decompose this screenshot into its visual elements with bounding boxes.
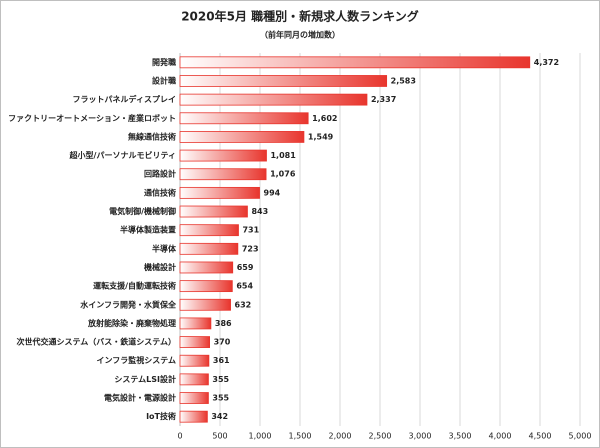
value-label: 1,602: [312, 114, 337, 123]
value-label: 386: [215, 319, 232, 328]
bar: [179, 392, 209, 404]
x-tick-label: 0: [177, 432, 182, 441]
bar: [179, 280, 233, 293]
value-label: 370: [214, 338, 231, 347]
value-label: 731: [242, 226, 259, 235]
bar: [179, 186, 260, 199]
x-tick-label: 3,000: [409, 432, 432, 441]
x-tick-label: 3,500: [449, 432, 472, 441]
y-tick-label: 電気制御/機械制御: [109, 206, 176, 216]
bar: [179, 131, 305, 143]
y-tick-label: ファクトリーオートメーション・産業ロボット: [8, 113, 176, 123]
y-tick-label: 回路設計: [144, 169, 176, 179]
bar: [179, 317, 212, 330]
value-label: 2,337: [371, 95, 396, 104]
bar: [179, 112, 309, 125]
value-label: 654: [236, 282, 253, 291]
bar: [179, 336, 211, 348]
bar: [179, 56, 531, 69]
bar: [179, 410, 208, 423]
y-tick-label: 通信技術: [144, 187, 176, 197]
y-tick-label: インフラ監視システム: [96, 355, 176, 365]
value-label: 2,583: [391, 76, 416, 85]
y-tick-label: 半導体製造装置: [120, 225, 176, 235]
y-tick-label: 電気設計・電源設計: [104, 393, 176, 403]
value-label: 843: [251, 207, 268, 216]
value-label: 355: [212, 394, 229, 403]
value-label: 723: [242, 244, 259, 253]
y-tick-label: 機械設計: [144, 262, 176, 272]
y-tick-label: フラットパネルディスプレイ: [73, 94, 176, 104]
x-tick-label: 4,500: [529, 432, 552, 441]
value-label: 355: [212, 375, 229, 384]
y-tick-label: 設計職: [152, 75, 176, 85]
y-tick-label: 運転支援/自動運転技術: [93, 281, 176, 291]
y-tick-label: 開発職: [152, 57, 176, 67]
value-label: 361: [213, 356, 230, 365]
x-tick-label: 5,000: [569, 432, 592, 441]
chart-subtitle: （前年同月の増加数）: [260, 30, 340, 40]
bar: [179, 93, 368, 106]
bar: [179, 149, 267, 162]
bar: [179, 224, 239, 237]
y-tick-label: 放射能除染・廃棄物処理: [87, 318, 176, 328]
bar: [179, 168, 267, 181]
y-tick-label: IoT技術: [146, 411, 176, 421]
bar: [179, 298, 231, 311]
y-tick-label: システムLSI設計: [114, 374, 176, 384]
chart-title: 2020年5月 職種別・新規求人数ランキング: [181, 9, 419, 24]
x-tick-label: 4,000: [489, 432, 512, 441]
value-label: 659: [237, 263, 254, 272]
bar: [179, 75, 388, 87]
bar: [179, 261, 234, 274]
value-label: 632: [235, 300, 252, 309]
x-tick-label: 2,500: [369, 432, 392, 441]
y-tick-label: 半導体: [152, 243, 177, 253]
x-tick-label: 2,000: [329, 432, 352, 441]
value-label: 994: [264, 188, 281, 197]
bar: [179, 354, 210, 367]
x-tick-label: 1,000: [249, 432, 272, 441]
value-label: 342: [211, 412, 228, 421]
y-tick-label: 次世代交通システム（バス・鉄道システム）: [16, 337, 176, 347]
y-tick-label: 無線通信技術: [128, 131, 176, 141]
y-tick-label: 超小型/パーソナルモビリティ: [69, 150, 176, 160]
value-label: 1,081: [270, 151, 296, 160]
bar: [179, 205, 248, 218]
bar: [179, 373, 209, 386]
y-tick-label: 水インフラ開発・水質保全: [79, 299, 177, 309]
value-label: 1,076: [270, 170, 296, 179]
value-label: 4,372: [534, 58, 559, 67]
x-tick-label: 1,500: [289, 432, 312, 441]
bar: [179, 242, 239, 255]
value-label: 1,549: [308, 132, 334, 141]
x-tick-label: 500: [212, 432, 227, 441]
